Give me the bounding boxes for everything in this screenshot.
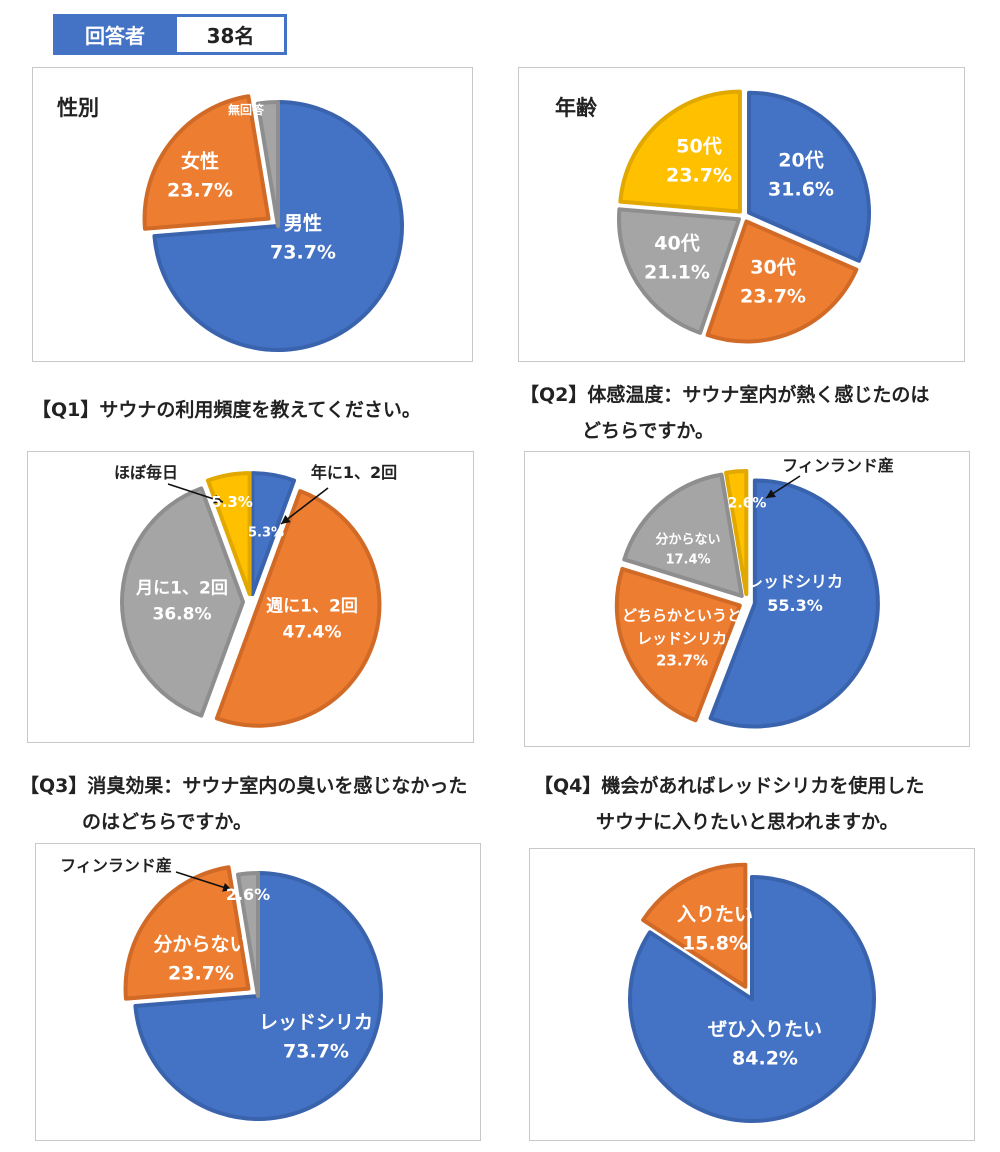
slice-label-female: 女性 23.7% [167, 150, 233, 202]
slice-label-definitely: ぜひ入りたい 84.2% [707, 1018, 823, 1070]
age-pie [616, 89, 871, 344]
age-slice-2 [616, 207, 741, 335]
q1-title: 【Q1】サウナの利用頻度を教えてください。 [32, 399, 421, 421]
slice-pct-daily: 5.3% [211, 492, 253, 511]
finland-callout-arrow-q3-head [222, 882, 232, 892]
daily-callout-arrow-head [213, 494, 223, 504]
q2-slice-1 [614, 566, 742, 723]
q2-pie [614, 469, 880, 729]
q1-chart-panel: 週に1、2回 47.4% 月に1、2回 36.8% 5.3% 5.3% 年に1、2回… [27, 451, 474, 743]
slice-label-red-silica-q3: レッドシリカ 73.7% [258, 1011, 374, 1063]
age-chart-panel: 年齢 20代 31.6% 30代 23.7% 40代 21.1% 50代 23.7% [518, 67, 965, 362]
slice-label-rather-red-silica: どちらかというと レッドシリカ 23.7% [621, 606, 743, 670]
q4-pie [628, 862, 876, 1123]
q4-slice-1 [641, 862, 748, 989]
yearly-callout-arrow-head [281, 514, 291, 524]
q2-slice-0 [708, 478, 880, 729]
q2-slice-3 [724, 469, 749, 597]
yearly-callout-arrow-line [280, 487, 329, 525]
slice-label-30s: 30代 23.7% [740, 256, 806, 308]
slice-label-50s: 50代 23.7% [666, 135, 732, 187]
age-slice-1 [705, 219, 859, 344]
slice-label-40s: 40代 21.1% [644, 232, 710, 284]
slice-label-monthly: 月に1、2回 36.8% [136, 578, 228, 625]
gender-chart-panel: 性別 男性 73.7% 女性 23.7% 無回答 [32, 67, 473, 362]
slice-label-no-answer: 無回答 [227, 103, 265, 117]
q3-title: 【Q3】消臭効果：サウナ室内の臭いを感じなかった のはどちらですか。 [20, 775, 468, 833]
slice-pct-finland: 2.6% [727, 495, 767, 512]
q3-slice-2 [235, 871, 260, 998]
slice-label-red-silica: レッドシリカ 55.3% [746, 572, 844, 615]
slice-label-unknown-q3: 分からない 23.7% [153, 933, 249, 985]
slice-pct-finland-q3: 2.6% [225, 885, 271, 904]
daily-callout-arrow-line [167, 483, 224, 503]
gender-pie [142, 94, 404, 352]
q3-pie [123, 865, 383, 1121]
q4-slice-0 [628, 875, 876, 1123]
q2-title: 【Q2】体感温度：サウナ室内が熱く感じたのは どちらですか。 [520, 384, 930, 442]
q1-slice-0 [250, 471, 297, 597]
age-chart-title: 年齢 [555, 96, 597, 120]
slice-label-want: 入りたい 15.8% [676, 903, 754, 955]
finland-callout-arrow-q3-line [175, 871, 233, 891]
respondents-label: 回答者 [56, 17, 177, 52]
callout-label-finland-q3: フィンランド産 [60, 856, 172, 875]
q1-slice-3 [205, 471, 252, 597]
gender-chart-title: 性別 [57, 96, 99, 120]
q3-chart-panel: レッドシリカ 73.7% 分からない 23.7% 2.6% フィンランド産 [35, 843, 481, 1141]
q1-slice-1 [214, 489, 382, 728]
slice-label-unknown: 分からない 17.4% [655, 532, 721, 568]
q1-slice-2 [120, 486, 245, 718]
slice-label-male: 男性 73.7% [270, 212, 336, 264]
respondents-box: 回答者 38名 [53, 14, 287, 55]
age-slice-0 [747, 90, 871, 263]
q2-chart-panel: レッドシリカ 55.3% どちらかというと レッドシリカ 23.7% 分からない 17.… [524, 451, 970, 747]
q2-slice-2 [622, 472, 744, 598]
gender-slice-1 [142, 94, 271, 231]
slice-pct-yearly: 5.3% [247, 525, 285, 541]
callout-label-daily: ほぼ毎日 [113, 463, 179, 482]
q4-chart-panel: ぜひ入りたい 84.2% 入りたい 15.8% [529, 848, 975, 1141]
age-slice-3 [618, 89, 742, 214]
respondents-count: 38名 [206, 24, 255, 48]
q3-slice-1 [123, 865, 251, 1001]
q1-pie [120, 471, 382, 728]
callout-label-finland: フィンランド産 [782, 456, 894, 475]
slice-label-20s: 20代 31.6% [768, 149, 834, 201]
finland-callout-arrow-q2-head [766, 489, 776, 498]
gender-slice-2 [255, 100, 280, 228]
q4-title: 【Q4】機会があればレッドシリカを使用した サウナに入りたいと思われますか。 [534, 775, 925, 833]
callout-label-yearly: 年に1、2回 [310, 463, 398, 482]
slice-label-weekly: 週に1、2回 47.4% [266, 596, 358, 643]
